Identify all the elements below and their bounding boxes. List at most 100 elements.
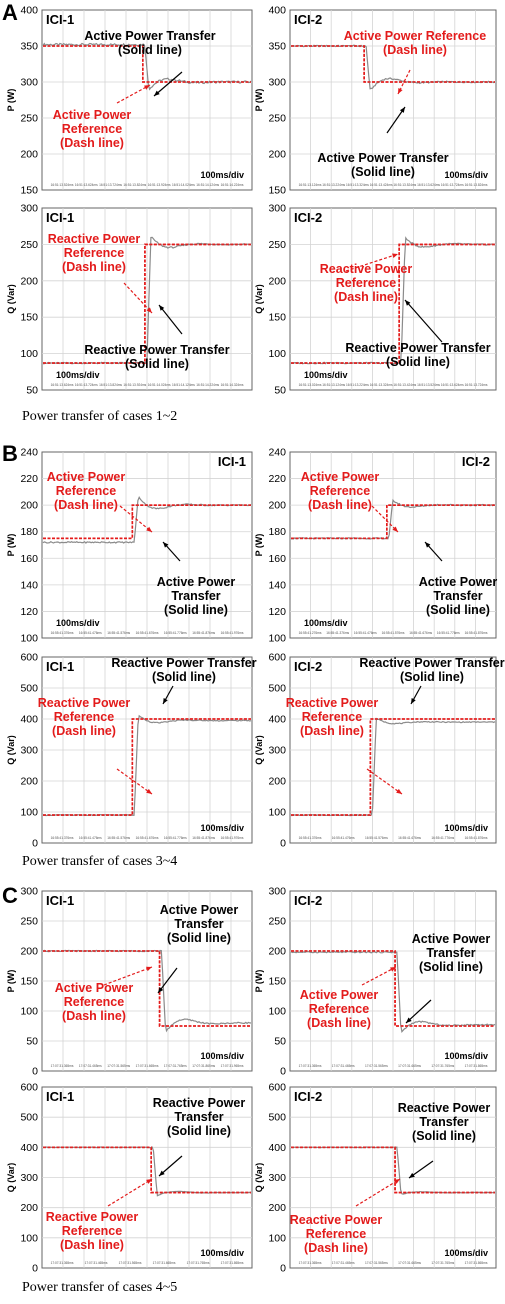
y-tick-label: 200: [268, 275, 286, 287]
y-tick-label: 500: [20, 683, 38, 695]
y-tick-label: 0: [32, 1263, 38, 1275]
annotation-arrow: [345, 253, 399, 272]
x-tick-label: 16:51:13.424ms: [393, 383, 416, 387]
y-tick-label: 200: [20, 946, 38, 958]
x-tick-label: 16:55:41.476ms: [354, 631, 377, 635]
y-tick-label: 100: [268, 1006, 286, 1018]
annotation-text: Transfer: [419, 1115, 468, 1129]
annotation-text: Reference: [54, 710, 114, 724]
chart-panel: 0 50 100 150 200 250 300 P (W) 17:07:31.365ms 17:…: [254, 886, 497, 1078]
reference-line-overlay: [43, 243, 251, 364]
annotation-arrow: [103, 966, 153, 986]
y-tick-label: 200: [20, 149, 38, 161]
ici-label: ICI-2: [294, 210, 322, 225]
y-tick-label: 160: [20, 553, 38, 565]
arrow-head: [425, 542, 431, 548]
x-tick-label: 16:55:41.476ms: [79, 836, 102, 840]
y-tick-label: 300: [268, 77, 286, 89]
annotation-text: Active Power: [160, 903, 239, 917]
y-tick-label: 300: [20, 203, 38, 215]
annotation-text: (Dash line): [52, 724, 116, 738]
annotation-arrow: [405, 999, 432, 1024]
x-tick-label: 16:51:13.824ms: [123, 183, 146, 187]
x-tick-label: 16:51:13.324ms: [370, 383, 393, 387]
y-tick-label: 300: [268, 1172, 286, 1184]
annotation-arrow: [119, 505, 153, 533]
arrow-head: [394, 1179, 400, 1184]
caption-b: Power transfer of cases 3~4: [22, 854, 178, 869]
annotation-text: Reactive Power: [398, 1101, 491, 1115]
annotation-text: (Dash line): [60, 136, 124, 150]
x-tick-label: 16:55:41.876ms: [465, 631, 488, 635]
x-tick-label: 16:51:13.124ms: [322, 383, 345, 387]
y-axis-label: P (W): [254, 89, 264, 112]
y-tick-label: 500: [268, 683, 286, 695]
x-tick-label: 16:51:14.024ms: [148, 383, 171, 387]
y-tick-label: 150: [20, 312, 38, 324]
annotation-text: (Solid line): [167, 1124, 231, 1138]
y-tick-label: 0: [32, 838, 38, 850]
ici-label: ICI-2: [462, 454, 490, 469]
annotation-text: (Solid line): [167, 931, 231, 945]
y-tick-label: 50: [26, 385, 38, 397]
annotation-text: Reactive Power: [320, 262, 413, 276]
annotation-text: (Solid line): [351, 165, 415, 179]
y-tick-label: 0: [280, 838, 286, 850]
y-tick-label: 300: [20, 886, 38, 898]
annotation-text: Reactive Power Transfer: [111, 656, 256, 670]
y-tick-label: 200: [268, 946, 286, 958]
x-tick-label: 16:51:14.124ms: [196, 183, 219, 187]
annotation-arrow: [153, 71, 183, 97]
reference-line-overlay: [291, 504, 495, 540]
y-tick-label: 400: [268, 714, 286, 726]
y-tick-label: 300: [268, 886, 286, 898]
ici-label: ICI-1: [46, 12, 74, 27]
x-tick-label: 16:51:13.724ms: [99, 183, 122, 187]
x-tick-label: 16:51:13.024ms: [299, 383, 322, 387]
ici-label: ICI-1: [46, 1089, 74, 1104]
ici-label: ICI-2: [294, 12, 322, 27]
annotation-text: Transfer: [174, 1110, 223, 1124]
annotation-text: Reactive Power Transfer: [84, 343, 229, 357]
x-tick-label: 16:51:13.424ms: [370, 183, 393, 187]
time-division-label: 100ms/div: [444, 170, 488, 180]
x-tick-label: 17:07:31.565ms: [365, 1261, 388, 1265]
annotation-text: (Dash line): [300, 724, 364, 738]
y-tick-label: 180: [268, 526, 286, 538]
y-tick-label: 200: [268, 1202, 286, 1214]
y-tick-label: 100: [20, 633, 38, 645]
y-tick-label: 100: [20, 1232, 38, 1244]
annotation-text: Reactive Power: [38, 696, 131, 710]
y-tick-label: 0: [280, 1263, 286, 1275]
x-tick-label: 16:51:13.924ms: [148, 183, 171, 187]
arrow-head: [154, 90, 160, 96]
y-tick-label: 600: [20, 1082, 38, 1094]
x-tick-label: 16:51:13.724ms: [465, 383, 488, 387]
x-tick-label: 16:51:14.224ms: [196, 383, 219, 387]
x-tick-label: 16:51:14.024ms: [172, 183, 195, 187]
annotation-text: Reactive Power: [46, 1210, 139, 1224]
x-tick-label: 16:51:13.124ms: [299, 183, 322, 187]
annotation-text: Reactive Power Transfer: [359, 656, 504, 670]
reference-line-overlay: [43, 718, 251, 816]
x-tick-label: 16:51:13.324ms: [346, 183, 369, 187]
arrow-head: [396, 788, 402, 794]
annotation-arrow: [404, 299, 443, 343]
reference-line-overlay: [43, 1146, 251, 1194]
y-tick-label: 100: [268, 807, 286, 819]
x-tick-label: 16:55:41.276ms: [299, 631, 322, 635]
annotation-arrow: [355, 1178, 401, 1207]
time-division-label: 100ms/div: [56, 618, 100, 628]
x-tick-label: 16:51:13.624ms: [417, 183, 440, 187]
arrow-head: [411, 698, 416, 704]
ici-label: ICI-1: [46, 893, 74, 908]
annotation-arrow: [107, 1178, 153, 1207]
y-tick-label: 220: [268, 473, 286, 485]
x-tick-label: 16:55:41.876ms: [465, 836, 488, 840]
x-tick-label: 16:51:13.524ms: [51, 183, 74, 187]
y-tick-label: 250: [20, 916, 38, 928]
reference-line-overlay: [43, 45, 251, 83]
